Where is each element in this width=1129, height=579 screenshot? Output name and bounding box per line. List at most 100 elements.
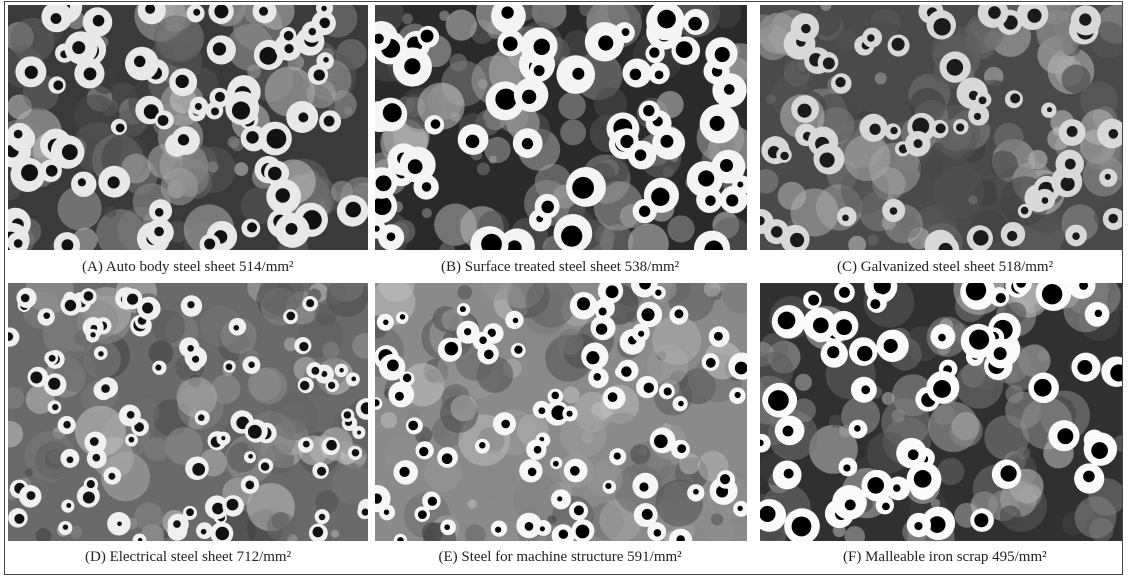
matrix-texture — [315, 490, 338, 513]
micrograph — [375, 5, 747, 250]
graphite-nodule — [735, 362, 747, 375]
graphite-nodule — [187, 345, 194, 352]
micrograph-panel — [760, 5, 1122, 250]
graphite-nodule — [724, 84, 735, 95]
graphite-nodule — [72, 41, 85, 54]
graphite-nodule — [778, 312, 796, 330]
matrix-texture — [867, 234, 878, 245]
graphite-nodule — [643, 105, 654, 116]
matrix-texture — [145, 437, 169, 461]
graphite-nodule — [534, 39, 550, 55]
graphite-nodule — [351, 376, 356, 381]
graphite-nodule — [614, 452, 621, 459]
matrix-texture — [457, 285, 472, 300]
graphite-nodule — [892, 38, 905, 51]
graphite-nodule — [710, 116, 725, 131]
graphite-nodule — [882, 503, 890, 511]
graphite-nodule — [720, 474, 730, 484]
graphite-nodule — [1047, 107, 1052, 112]
graphite-nodule — [861, 385, 870, 394]
graphite-nodule — [540, 526, 545, 531]
graphite-nodule — [326, 440, 337, 451]
graphite-nodule — [561, 225, 582, 246]
graphite-nodule — [226, 363, 233, 370]
graphite-nodule — [155, 365, 161, 371]
graphite-nodule — [198, 414, 205, 421]
graphite-nodule — [408, 421, 418, 431]
graphite-nodule — [352, 449, 360, 457]
graphite-nodule — [780, 152, 788, 160]
graphite-nodule — [127, 411, 135, 419]
graphite-nodule — [233, 325, 239, 331]
graphite-nodule — [49, 355, 56, 362]
graphite-nodule — [576, 525, 590, 539]
panel-caption: (B) Surface treated steel sheet 538/mm² — [441, 259, 679, 276]
graphite-nodule — [929, 516, 946, 533]
graphite-nodule — [285, 223, 297, 235]
graphite-nodule — [552, 392, 560, 400]
matrix-texture — [557, 329, 583, 355]
panel-caption: (E) Steel for machine structure 591/mm² — [439, 549, 682, 566]
graphite-nodule — [596, 323, 607, 334]
matrix-texture — [135, 443, 144, 452]
graphite-nodule — [714, 332, 723, 341]
graphite-nodule — [53, 80, 63, 90]
micrograph — [8, 5, 368, 250]
graphite-nodule — [275, 188, 289, 202]
matrix-texture — [639, 447, 648, 456]
panel-caption: (F) Malleable iron scrap 495/mm² — [843, 549, 1047, 566]
graphite-nodule — [974, 513, 988, 527]
graphite-nodule — [914, 139, 923, 148]
graphite-nodule — [994, 347, 1007, 360]
graphite-nodule — [1057, 428, 1073, 444]
graphite-nodule — [83, 491, 95, 503]
graphite-nodule — [1091, 442, 1108, 459]
graphite-nodule — [867, 34, 874, 41]
graphite-nodule — [14, 514, 24, 524]
matrix-texture — [25, 468, 33, 476]
matrix-texture — [1037, 350, 1049, 362]
graphite-nodule — [933, 380, 951, 398]
graphite-nodule — [345, 202, 361, 218]
graphite-nodule — [639, 482, 648, 491]
graphite-nodule — [501, 420, 510, 429]
graphite-nodule — [215, 92, 225, 102]
graphite-nodule — [936, 123, 946, 133]
graphite-nodule — [572, 68, 584, 80]
graphite-nodule — [195, 103, 202, 110]
graphite-nodule — [65, 300, 76, 311]
graphite-nodule — [187, 301, 194, 308]
matrix-texture — [1000, 505, 1021, 526]
graphite-nodule — [284, 44, 293, 53]
graphite-nodule — [408, 159, 423, 174]
graphite-nodule — [1042, 197, 1049, 204]
graphite-nodule — [193, 9, 200, 16]
graphite-nodule — [14, 239, 23, 248]
graphite-nodule — [90, 437, 99, 446]
graphite-nodule — [836, 319, 852, 335]
matrix-texture — [331, 530, 339, 538]
graphite-nodule — [248, 362, 254, 368]
graphite-nodule — [514, 345, 522, 353]
graphite-nodule — [134, 56, 145, 67]
graphite-nodule — [25, 66, 38, 79]
graphite-nodule — [501, 6, 513, 18]
graphite-nodule — [479, 336, 487, 344]
matrix-texture — [626, 311, 637, 322]
graphite-nodule — [21, 294, 30, 303]
graphite-nodule — [286, 312, 295, 321]
graphite-nodule — [768, 390, 789, 411]
graphite-nodule — [674, 309, 683, 318]
micrograph-panel — [8, 283, 368, 541]
graphite-nodule — [890, 127, 897, 134]
graphite-nodule — [466, 135, 480, 149]
graphite-nodule — [186, 508, 194, 516]
graphite-nodule — [1007, 231, 1017, 241]
graphite-nodule — [48, 378, 60, 390]
graphite-nodule — [14, 130, 23, 139]
graphite-nodule — [1105, 174, 1111, 180]
graphite-nodule — [956, 123, 964, 131]
graphite-nodule — [52, 404, 58, 410]
graphite-nodule — [664, 387, 672, 395]
graphite-nodule — [867, 477, 884, 494]
